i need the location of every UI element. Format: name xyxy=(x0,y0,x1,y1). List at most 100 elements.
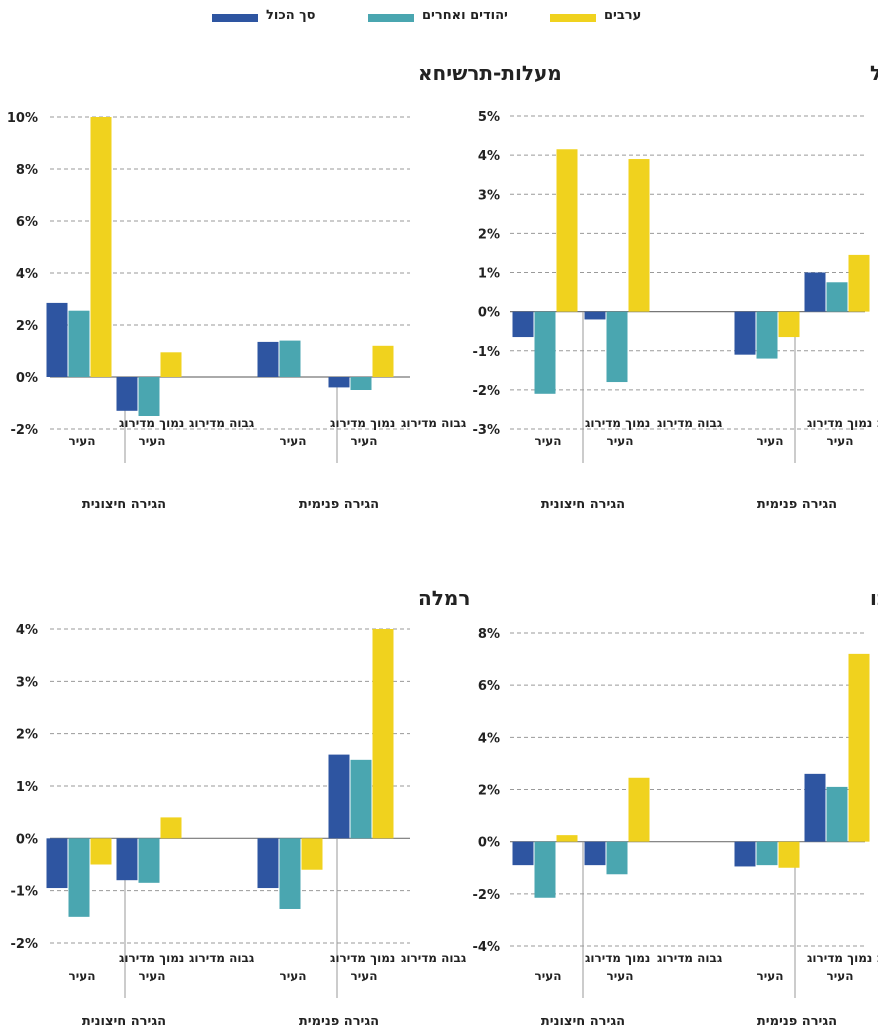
bar-jews xyxy=(279,838,301,909)
bar-arabs xyxy=(848,254,870,312)
legend-swatch-jews xyxy=(368,14,414,22)
category-label-line1: נמוך מדירוג xyxy=(807,951,872,965)
bar-jews xyxy=(606,841,628,875)
category-label-line2: העיר xyxy=(280,969,307,983)
y-tick-label: 4% xyxy=(16,623,38,638)
category-label-line2: העיר xyxy=(351,969,378,983)
y-tick-label: 2% xyxy=(478,227,500,242)
bar-total xyxy=(804,272,826,312)
chart-akko: עכו 8% 6% 4% 2% 0% -2% -4% גבוה מדירוג העיר נמוך מ… xyxy=(473,586,878,1029)
bar-total xyxy=(328,754,350,839)
bar-jews xyxy=(756,311,778,359)
bar-arabs xyxy=(301,838,323,870)
y-tick-label: -4% xyxy=(473,940,500,955)
category-label-line2: העיר xyxy=(351,434,378,448)
bar-jews xyxy=(350,377,372,390)
category-label-line2: העיר xyxy=(535,434,562,448)
category-label-line2: העיר xyxy=(607,969,634,983)
category-label-line1: נמוך מדירוג xyxy=(119,951,184,965)
y-tick-label: 4% xyxy=(478,149,500,164)
category-label-line1: נמוך מדירוג xyxy=(330,416,395,430)
bar-arabs xyxy=(628,777,650,842)
bar-jews xyxy=(350,759,372,839)
bar-arabs xyxy=(372,345,394,377)
y-tick-label: 0% xyxy=(16,371,38,386)
bar-arabs xyxy=(778,311,800,338)
y-tick-label: -2% xyxy=(473,384,500,399)
bar-total xyxy=(512,841,534,866)
bar-arabs xyxy=(160,817,182,839)
y-tick-label: 6% xyxy=(478,679,500,694)
y-tick-label: 2% xyxy=(478,784,500,799)
bar-total xyxy=(584,841,606,866)
y-tick-label: -2% xyxy=(473,888,500,903)
bar-arabs xyxy=(778,841,800,868)
group-label: הגירה פנימית xyxy=(299,497,379,512)
y-tick-label: 5% xyxy=(478,110,500,125)
bar-arabs xyxy=(160,352,182,377)
y-tick-label: 8% xyxy=(478,627,500,642)
y-tick-label: 4% xyxy=(478,731,500,746)
group-label: הגירה פנימית xyxy=(757,497,837,512)
bar-jews xyxy=(826,282,848,312)
bar-jews xyxy=(826,786,848,842)
bar-arabs xyxy=(556,835,578,842)
y-tick-label: 4% xyxy=(16,267,38,282)
bar-arabs xyxy=(556,149,578,312)
group-label: הגירה חיצונית xyxy=(82,1014,166,1029)
chart-title: עכו xyxy=(870,586,878,610)
bar-jews xyxy=(68,838,90,917)
legend-label-total: סך הכול xyxy=(266,8,316,23)
category-label-line1: נמוך מדירוג xyxy=(585,951,650,965)
chart-title: מעלות-תרשיחא xyxy=(418,61,562,85)
bar-total xyxy=(734,841,756,867)
category-label-line1: נמוך מדירוג xyxy=(330,951,395,965)
y-tick-label: -1% xyxy=(11,885,38,900)
group-label: הגירה פנימית xyxy=(757,1014,837,1029)
category-label-line1: נמוך מדירוג xyxy=(807,416,872,430)
bar-total xyxy=(804,773,826,842)
y-tick-label: 1% xyxy=(16,780,38,795)
category-label-line1: גבוה מדירוג xyxy=(657,951,723,965)
bar-total xyxy=(328,377,350,388)
bar-jews xyxy=(534,311,556,394)
category-label-line2: העיר xyxy=(280,434,307,448)
category-label-line2: העיר xyxy=(607,434,634,448)
y-tick-label: -3% xyxy=(473,423,500,438)
y-tick-label: 0% xyxy=(478,306,500,321)
group-label: הגירה חיצונית xyxy=(541,497,625,512)
legend-label-jews: יהודים ואחרים xyxy=(422,8,508,23)
category-label-line2: העיר xyxy=(69,969,96,983)
bar-arabs xyxy=(628,159,650,312)
y-tick-label: -2% xyxy=(11,937,38,952)
bar-total xyxy=(116,377,138,411)
category-label-line2: העיר xyxy=(827,434,854,448)
category-label-line2: העיר xyxy=(139,969,166,983)
chart-maalot-tarshiha: מעלות-תרשיחא 10% 8% 6% 4% 2% 0% -2% גבוה מדירוג ה… xyxy=(7,61,562,512)
chart-title: נוף הגליל xyxy=(870,61,878,85)
category-label-line1: גבוה מדירוג xyxy=(401,951,467,965)
bar-jews xyxy=(279,340,301,377)
category-label-line2: העיר xyxy=(69,434,96,448)
y-tick-label: 1% xyxy=(478,267,500,282)
y-tick-label: 3% xyxy=(16,675,38,690)
bar-total xyxy=(257,341,279,377)
category-label-line1: גבוה מדירוג xyxy=(401,416,467,430)
y-tick-label: -2% xyxy=(11,423,38,438)
category-label-line2: העיר xyxy=(139,434,166,448)
bar-total xyxy=(584,311,606,320)
category-label-line1: נמוך מדירוג xyxy=(585,416,650,430)
category-label-line1: גבוה מדירוג xyxy=(189,951,255,965)
chart-nof-hagalil: נוף הגליל 5% 4% 3% 2% 1% 0% -1% -2% -3% גבוה מדירו… xyxy=(473,61,878,512)
bar-total xyxy=(257,838,279,889)
category-label-line1: גבוה מדירוג xyxy=(657,416,723,430)
group-label: הגירה פנימית xyxy=(299,1014,379,1029)
y-tick-label: 8% xyxy=(16,163,38,178)
bar-total xyxy=(46,302,68,377)
category-label-line2: העיר xyxy=(757,434,784,448)
y-tick-label: 0% xyxy=(478,836,500,851)
bar-jews xyxy=(606,311,628,383)
bar-jews xyxy=(138,377,160,416)
bar-jews xyxy=(68,310,90,377)
